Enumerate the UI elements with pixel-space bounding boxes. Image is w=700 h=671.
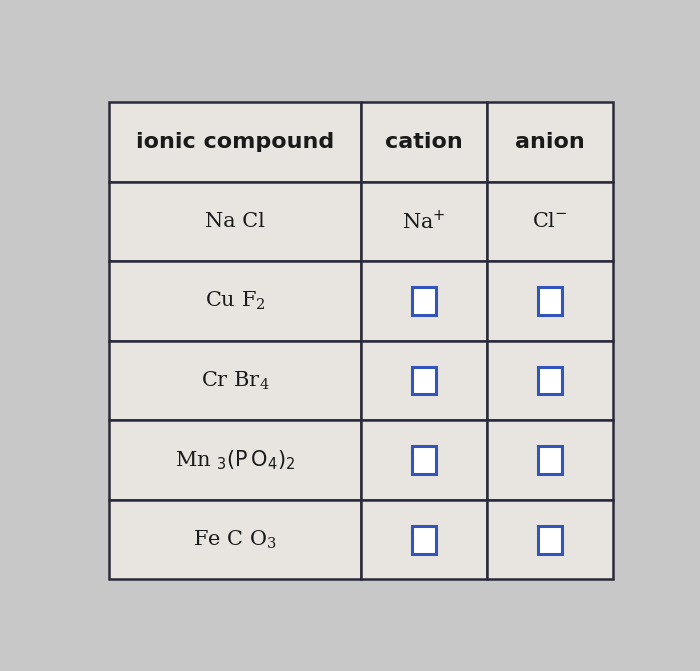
Bar: [109, 102, 361, 182]
Text: anion: anion: [515, 132, 585, 152]
Text: Cu F$_{\mathregular{2}}$: Cu F$_{\mathregular{2}}$: [205, 290, 265, 312]
Bar: [412, 526, 435, 554]
Bar: [487, 500, 613, 580]
Bar: [487, 102, 613, 182]
Bar: [109, 261, 361, 341]
Bar: [361, 102, 487, 182]
Bar: [109, 182, 361, 261]
Bar: [412, 367, 435, 395]
Bar: [361, 182, 487, 261]
Bar: [361, 341, 487, 420]
Text: Fe C O$_{\mathregular{3}}$: Fe C O$_{\mathregular{3}}$: [193, 528, 277, 551]
Bar: [412, 287, 435, 315]
Bar: [109, 500, 361, 580]
Bar: [361, 420, 487, 500]
Text: Cr Br$_{\mathregular{4}}$: Cr Br$_{\mathregular{4}}$: [201, 369, 270, 392]
Bar: [487, 261, 613, 341]
Bar: [538, 446, 561, 474]
Bar: [538, 526, 561, 554]
Bar: [109, 420, 361, 500]
Bar: [412, 446, 435, 474]
Bar: [487, 182, 613, 261]
Text: ionic compound: ionic compound: [136, 132, 335, 152]
Text: Cl$^{-}$: Cl$^{-}$: [532, 212, 568, 231]
Bar: [538, 287, 561, 315]
Text: cation: cation: [385, 132, 463, 152]
Text: Mn $_{3}$$\left(\mathrm{P\,O}_{4}\right)_{2}$: Mn $_{3}$$\left(\mathrm{P\,O}_{4}\right)…: [175, 448, 295, 472]
Text: Na$^{+}$: Na$^{+}$: [402, 210, 446, 233]
Bar: [361, 500, 487, 580]
Bar: [487, 341, 613, 420]
Text: Na Cl: Na Cl: [205, 212, 265, 231]
Bar: [538, 367, 561, 395]
Bar: [109, 341, 361, 420]
Bar: [487, 420, 613, 500]
Bar: [361, 261, 487, 341]
